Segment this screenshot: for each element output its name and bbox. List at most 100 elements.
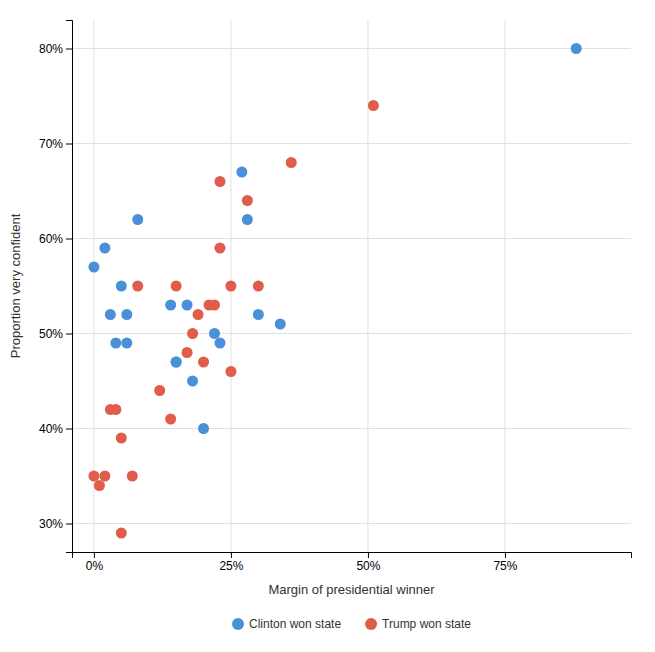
legend-label: Trump won state bbox=[382, 617, 471, 631]
tick-label: 75% bbox=[493, 559, 517, 573]
point bbox=[571, 43, 582, 54]
point bbox=[171, 281, 182, 292]
plot: 0% 25% 50% 75% 30% 40% 50% 60% 70% 80% bbox=[39, 20, 632, 573]
tick: 50% bbox=[39, 327, 72, 341]
point bbox=[116, 433, 127, 444]
point bbox=[214, 176, 225, 187]
point bbox=[242, 214, 253, 225]
tick: 60% bbox=[39, 232, 72, 246]
grid-line bbox=[367, 20, 368, 552]
tick-mark bbox=[94, 552, 95, 558]
tick-label: 40% bbox=[39, 422, 63, 436]
tick: 40% bbox=[39, 422, 72, 436]
point bbox=[182, 300, 193, 311]
legend-label: Clinton won state bbox=[249, 617, 341, 631]
grid-line bbox=[72, 238, 631, 239]
point bbox=[116, 281, 127, 292]
point bbox=[225, 366, 236, 377]
tick-label: 60% bbox=[39, 232, 63, 246]
point bbox=[198, 357, 209, 368]
tick: 25% bbox=[219, 552, 243, 573]
points bbox=[88, 43, 581, 539]
grid-line bbox=[72, 143, 631, 144]
legend-item: Clinton won state bbox=[232, 617, 341, 631]
grid-line bbox=[72, 428, 631, 429]
point bbox=[209, 328, 220, 339]
chart: 0% 25% 50% 75% 30% 40% 50% 60% 70% 80% Margin of p… bbox=[0, 0, 655, 652]
grid-line bbox=[72, 523, 631, 524]
tick: 80% bbox=[39, 42, 72, 56]
legend-item: Trump won state bbox=[365, 617, 471, 631]
y-axis: 30% 40% 50% 60% 70% 80% bbox=[39, 21, 73, 553]
point bbox=[99, 471, 110, 482]
y-axis-title: Proportion very confident bbox=[8, 213, 23, 358]
point bbox=[116, 528, 127, 539]
point bbox=[214, 243, 225, 254]
grid-line bbox=[504, 20, 505, 552]
tick-label: 30% bbox=[39, 517, 63, 531]
legend-swatch bbox=[232, 618, 244, 630]
tick: 70% bbox=[39, 137, 72, 151]
tick-mark bbox=[368, 552, 369, 558]
point bbox=[225, 281, 236, 292]
tick-label: 50% bbox=[356, 559, 380, 573]
point bbox=[286, 157, 297, 168]
point bbox=[99, 243, 110, 254]
point bbox=[88, 262, 99, 273]
point bbox=[253, 281, 264, 292]
point bbox=[187, 376, 198, 387]
x-axis-title: Margin of presidential winner bbox=[268, 582, 435, 597]
point bbox=[236, 167, 247, 178]
point bbox=[165, 414, 176, 425]
axis-line bbox=[73, 553, 632, 559]
point bbox=[105, 309, 116, 320]
series bbox=[88, 43, 581, 434]
point bbox=[171, 357, 182, 368]
grid-line bbox=[72, 333, 631, 334]
point bbox=[154, 385, 165, 396]
point bbox=[193, 309, 204, 320]
tick-mark bbox=[505, 552, 506, 558]
tick-mark bbox=[66, 429, 72, 430]
point bbox=[121, 309, 132, 320]
point bbox=[171, 357, 182, 368]
grid-line bbox=[72, 48, 631, 49]
point bbox=[88, 471, 99, 482]
tick-label: 70% bbox=[39, 137, 63, 151]
point bbox=[110, 338, 121, 349]
point bbox=[121, 338, 132, 349]
tick-label: 80% bbox=[39, 42, 63, 56]
grid bbox=[72, 20, 631, 552]
tick-mark bbox=[66, 49, 72, 50]
point bbox=[242, 195, 253, 206]
point bbox=[132, 214, 143, 225]
tick-mark bbox=[66, 144, 72, 145]
series bbox=[88, 100, 379, 539]
point bbox=[214, 338, 225, 349]
legend-swatch bbox=[365, 618, 377, 630]
axis-line bbox=[66, 21, 73, 553]
point bbox=[182, 347, 193, 358]
point bbox=[198, 423, 209, 434]
tick-label: 25% bbox=[219, 559, 243, 573]
point bbox=[209, 300, 220, 311]
point bbox=[275, 319, 286, 330]
tick-mark bbox=[66, 334, 72, 335]
tick: 0% bbox=[86, 552, 104, 573]
point bbox=[132, 281, 143, 292]
point bbox=[110, 404, 121, 415]
point bbox=[94, 480, 105, 491]
tick: 50% bbox=[356, 552, 380, 573]
point bbox=[127, 471, 138, 482]
tick: 75% bbox=[493, 552, 517, 573]
point bbox=[165, 300, 176, 311]
point bbox=[368, 100, 379, 111]
x-axis: 0% 25% 50% 75% bbox=[73, 552, 632, 573]
point bbox=[187, 328, 198, 339]
point bbox=[253, 309, 264, 320]
tick-label: 0% bbox=[86, 559, 104, 573]
tick-mark bbox=[66, 239, 72, 240]
tick-mark bbox=[66, 524, 72, 525]
tick-label: 50% bbox=[39, 327, 63, 341]
tick: 30% bbox=[39, 517, 72, 531]
